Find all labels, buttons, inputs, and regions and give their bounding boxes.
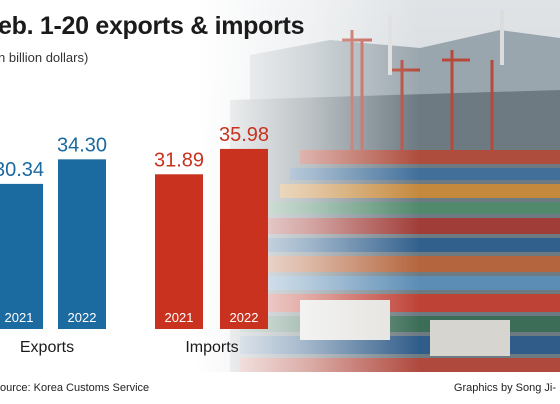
group-label-imports: Imports: [185, 339, 238, 356]
category-label-exports-2021: 2021: [5, 310, 34, 325]
graphics-credit: Graphics by Song Ji-: [453, 382, 556, 394]
category-label-imports-2022: 2022: [230, 310, 259, 325]
value-label-exports-2022: 34.30: [57, 134, 107, 156]
chart-title: eb. 1-20 exports & imports: [0, 12, 305, 40]
bar-exports-2021: [0, 183, 43, 329]
category-label-imports-2021: 2021: [165, 310, 194, 325]
category-label-exports-2022: 2022: [68, 310, 97, 325]
group-label-exports: Exports: [20, 339, 74, 356]
bar-exports-2022: [58, 159, 106, 329]
bar-imports-2021: [155, 174, 203, 329]
chart-subtitle: n billion dollars): [0, 50, 89, 65]
value-label-exports-2021: 30.34: [0, 159, 44, 181]
value-label-imports-2021: 31.89: [154, 149, 204, 171]
value-label-imports-2022: 35.98: [219, 124, 269, 146]
source-note: ource: Korea Customs Service: [0, 382, 150, 394]
bar-imports-2022: [220, 148, 268, 329]
